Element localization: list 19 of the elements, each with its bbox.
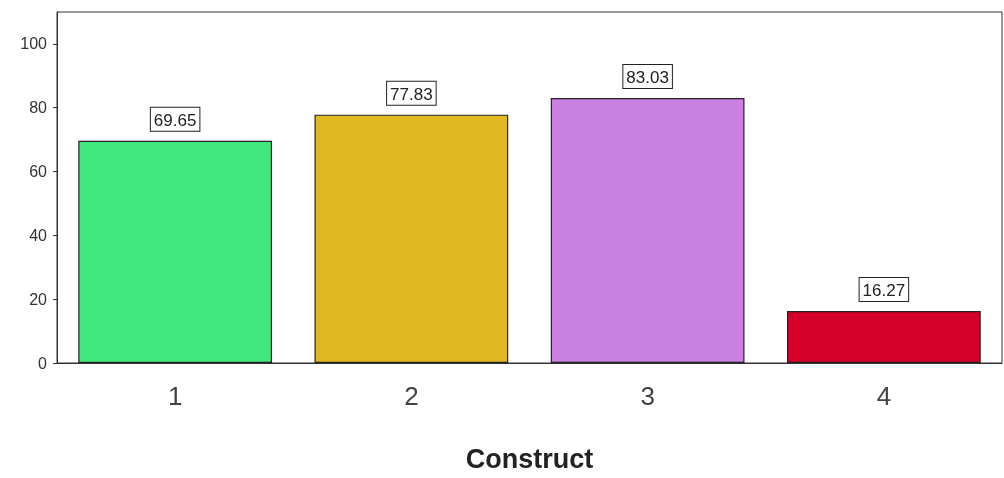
x-tick-label: 2 (404, 381, 419, 411)
y-tick-label: 80 (29, 99, 48, 117)
y-tick-label: 60 (29, 163, 48, 181)
data-label: 16.27 (862, 281, 906, 301)
bar (314, 114, 509, 363)
data-label: 69.65 (153, 110, 197, 130)
y-tick-label: 40 (29, 226, 48, 244)
x-tick-label: 4 (876, 381, 892, 411)
y-tick-label: 20 (29, 290, 48, 308)
y-tick-label: 100 (20, 35, 48, 53)
bar (787, 311, 981, 363)
data-label: 83.03 (626, 68, 669, 88)
x-tick-label: 3 (640, 381, 655, 411)
y-tick-label: 0 (38, 354, 48, 372)
bar (550, 98, 745, 363)
data-label: 77.83 (390, 84, 433, 104)
bar (78, 140, 272, 363)
x-axis-title: Construct (465, 443, 594, 474)
x-tick-label: 1 (167, 381, 183, 411)
